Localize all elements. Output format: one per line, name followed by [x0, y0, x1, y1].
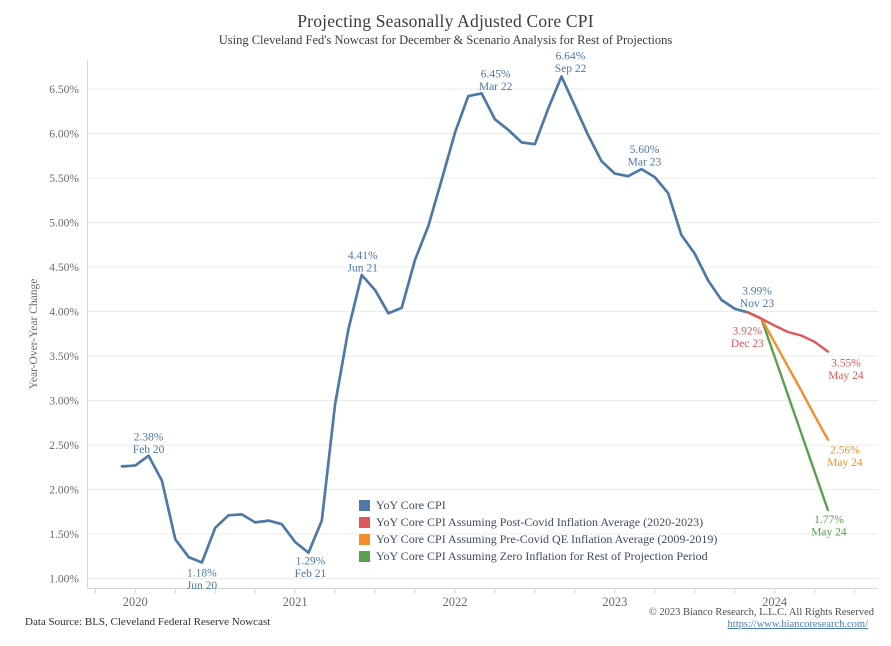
- annotation-sep-22: 6.64% Sep 22: [555, 51, 587, 76]
- legend-label: YoY Core CPI Assuming Pre-Covid QE Infla…: [376, 532, 718, 546]
- copyright-text: © 2023 Bianco Research, L.L.C. All Right…: [648, 607, 874, 618]
- y-tick-label: 3.00%: [49, 396, 79, 408]
- legend-label: YoY Core CPI Assuming Zero Inflation for…: [376, 549, 708, 563]
- x-tick-label: 2020: [123, 595, 148, 609]
- website-link[interactable]: https://www.biancoresearch.com/: [727, 619, 868, 630]
- annotation-mar-22: 6.45% Mar 22: [479, 68, 513, 93]
- x-tick-label: 2021: [283, 595, 308, 609]
- y-tick-label: 6.00%: [49, 129, 79, 141]
- y-tick-label: 1.50%: [49, 529, 79, 541]
- legend-label: YoY Core CPI: [376, 498, 446, 512]
- annotation-nov-23: 3.99% Nov 23: [740, 285, 774, 310]
- y-axis-title: Year-Over-Year Change: [28, 279, 40, 390]
- legend-swatch-red: [359, 517, 370, 528]
- annotation-may-24: 1.77% May 24: [811, 514, 847, 539]
- y-tick-label: 5.00%: [49, 218, 79, 230]
- legend-swatch-blue: [359, 500, 370, 511]
- x-tick-label: 2023: [602, 595, 627, 609]
- y-tick-label: 3.50%: [49, 351, 79, 363]
- x-tick-label: 2022: [442, 595, 467, 609]
- annotation-may-24: 3.55% May 24: [828, 358, 864, 383]
- annotation-feb-21: 1.29% Feb 21: [295, 556, 327, 581]
- chart-legend: YoY Core CPI YoY Core CPI Assuming Post-C…: [359, 497, 717, 565]
- annotation-feb-20: 2.38% Feb 20: [133, 432, 165, 457]
- legend-swatch-green: [359, 551, 370, 562]
- annotation-dec-23: 3.92% Dec 23: [731, 326, 764, 351]
- annotation-jun-20: 1.18% Jun 20: [187, 567, 218, 592]
- y-tick-label: 2.50%: [49, 440, 79, 452]
- legend-label: YoY Core CPI Assuming Post-Covid Inflati…: [376, 515, 704, 529]
- legend-swatch-orange: [359, 534, 370, 545]
- page-title: Projecting Seasonally Adjusted Core CPI: [297, 11, 594, 31]
- legend-item-blue: YoY Core CPI: [359, 497, 717, 514]
- y-tick-label: 6.50%: [49, 84, 79, 96]
- x-tick-label: 2024: [762, 595, 788, 609]
- y-tick-label: 4.00%: [49, 307, 79, 319]
- annotation-mar-23: 5.60% Mar 23: [628, 144, 662, 169]
- y-tick-label: 4.50%: [49, 262, 79, 274]
- series-line-blue: [120, 75, 750, 564]
- data-source-note: Data Source: BLS, Cleveland Federal Rese…: [25, 616, 271, 628]
- y-tick-label: 5.50%: [49, 173, 79, 185]
- page-subtitle: Using Cleveland Fed's Nowcast for Decemb…: [218, 33, 673, 47]
- legend-item-orange: YoY Core CPI Assuming Pre-Covid QE Infla…: [359, 531, 717, 548]
- annotation-may-24: 2.56% May 24: [827, 445, 863, 470]
- y-tick-label: 1.00%: [49, 574, 79, 586]
- y-tick-label: 2.00%: [49, 485, 79, 497]
- annotation-jun-21: 4.41% Jun 21: [348, 250, 379, 275]
- series-line-red: [746, 311, 830, 353]
- legend-item-red: YoY Core CPI Assuming Post-Covid Inflati…: [359, 514, 717, 531]
- copyright-block: © 2023 Bianco Research, L.L.C. All Right…: [649, 607, 874, 630]
- legend-item-green: YoY Core CPI Assuming Zero Inflation for…: [359, 548, 717, 565]
